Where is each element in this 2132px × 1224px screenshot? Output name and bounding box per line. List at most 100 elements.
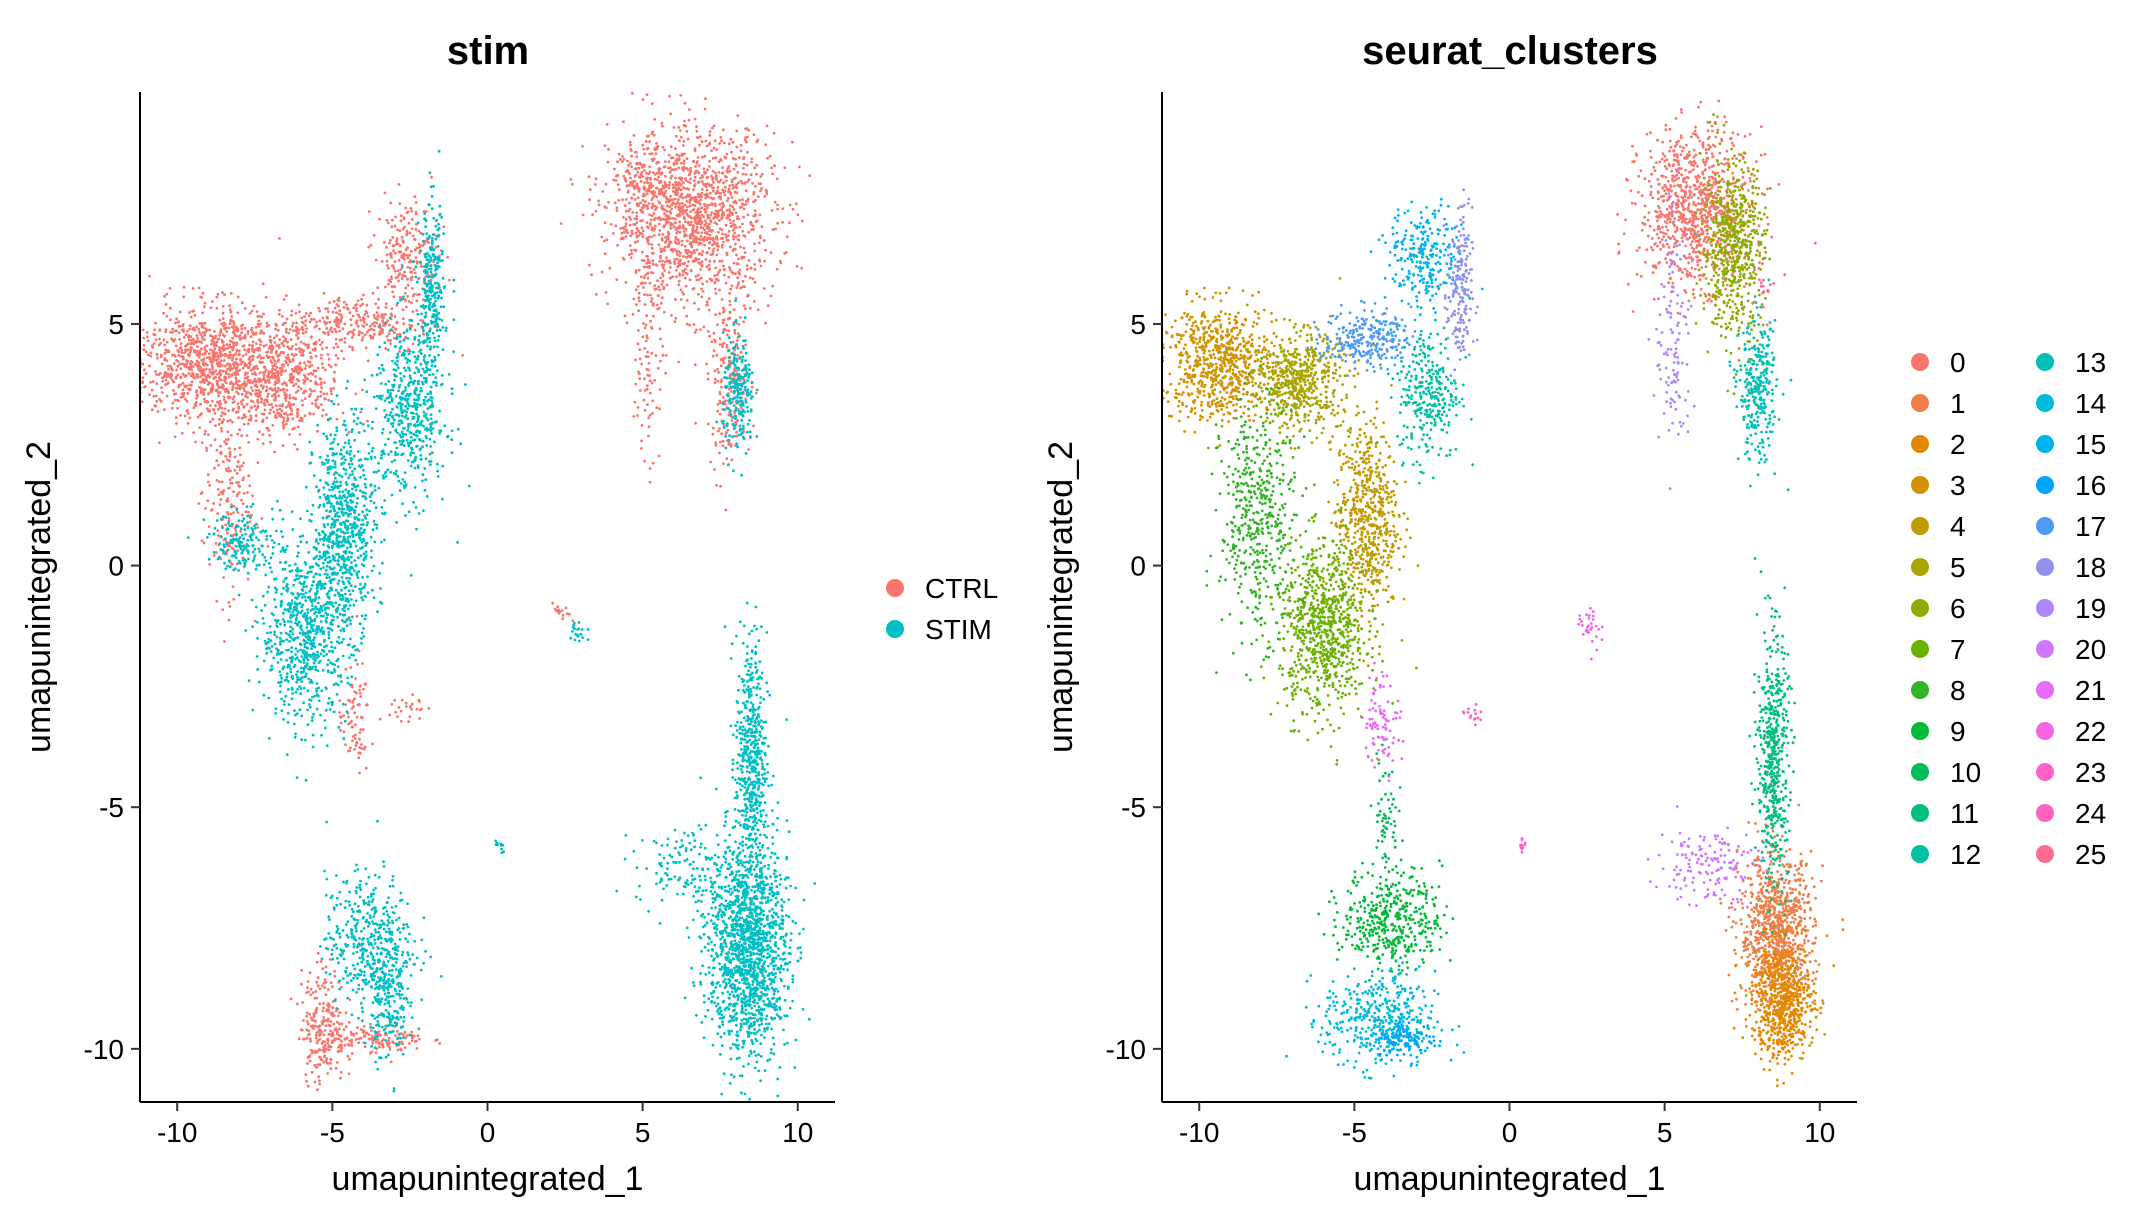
point-cluster-CTRL xyxy=(591,213,594,216)
point-cluster-CTRL xyxy=(285,331,288,334)
point-cluster-CTRL xyxy=(344,668,347,671)
point-cluster-CTRL xyxy=(682,144,685,147)
point-cluster-CTRL xyxy=(301,368,304,371)
point-cluster-STIM xyxy=(414,467,417,470)
point-cluster-CTRL xyxy=(309,412,312,415)
point-cluster-CTRL xyxy=(644,327,647,330)
point-cluster-STIM xyxy=(393,419,396,422)
point-cluster-CTRL xyxy=(653,228,656,231)
point-cluster-CTRL xyxy=(172,340,175,343)
point-cluster-CTRL xyxy=(411,276,414,279)
point-cluster-CTRL xyxy=(694,118,697,121)
point-cluster-CTRL xyxy=(720,358,723,361)
point-cluster-CTRL xyxy=(213,358,216,361)
point-cluster-CTRL xyxy=(154,404,157,407)
point-cluster-CTRL xyxy=(670,204,673,207)
point-cluster-CTRL xyxy=(177,350,180,353)
point-cluster-CTRL xyxy=(652,272,655,275)
point-cluster-CTRL xyxy=(316,430,319,433)
point-cluster-CTRL xyxy=(167,349,170,352)
point-cluster-CTRL xyxy=(335,323,338,326)
point-cluster-CTRL xyxy=(274,328,277,331)
point-cluster-CTRL xyxy=(722,128,725,131)
point-cluster-CTRL xyxy=(745,200,748,203)
point-cluster-CTRL xyxy=(209,444,212,447)
point-cluster-CTRL xyxy=(684,233,687,236)
point-cluster-CTRL xyxy=(338,330,341,333)
point-cluster-STIM xyxy=(371,421,374,424)
point-cluster-CTRL xyxy=(589,188,592,191)
point-cluster-CTRL xyxy=(225,470,228,473)
point-cluster-CTRL xyxy=(201,539,204,542)
point-cluster-CTRL xyxy=(302,392,305,395)
point-cluster-CTRL xyxy=(703,244,706,247)
point-cluster-CTRL xyxy=(670,314,673,317)
point-cluster-CTRL xyxy=(643,460,646,463)
point-cluster-CTRL xyxy=(621,198,624,201)
point-cluster-CTRL xyxy=(771,209,774,212)
point-cluster-CTRL xyxy=(242,479,245,482)
point-cluster-CTRL xyxy=(359,304,362,307)
point-cluster-CTRL xyxy=(377,315,380,318)
point-cluster-STIM xyxy=(451,387,454,390)
point-cluster-CTRL xyxy=(314,990,317,993)
point-cluster-CTRL xyxy=(276,366,279,369)
point-cluster-CTRL xyxy=(262,282,265,285)
point-cluster-STIM xyxy=(385,475,388,478)
point-cluster-CTRL xyxy=(153,328,156,331)
point-cluster-CTRL xyxy=(734,272,737,275)
point-cluster-CTRL xyxy=(195,391,198,394)
point-cluster-CTRL xyxy=(142,329,145,332)
point-cluster-CTRL xyxy=(638,348,641,351)
point-cluster-CTRL xyxy=(149,355,152,358)
point-cluster-CTRL xyxy=(249,520,252,523)
point-cluster-CTRL xyxy=(338,309,341,312)
point-cluster-CTRL xyxy=(175,317,178,320)
point-cluster-CTRL xyxy=(728,142,731,145)
point-cluster-CTRL xyxy=(742,280,745,283)
point-cluster-CTRL xyxy=(677,198,680,201)
point-cluster-CTRL xyxy=(402,322,405,325)
point-cluster-CTRL xyxy=(342,327,345,330)
point-cluster-CTRL xyxy=(643,169,646,172)
point-cluster-CTRL xyxy=(726,344,729,347)
point-cluster-CTRL xyxy=(653,284,656,287)
point-cluster-CTRL xyxy=(800,267,803,270)
point-cluster-CTRL xyxy=(724,356,727,359)
point-cluster-CTRL xyxy=(370,1029,373,1032)
point-cluster-CTRL xyxy=(448,279,451,282)
point-cluster-CTRL xyxy=(251,355,254,358)
point-cluster-CTRL xyxy=(747,213,750,216)
point-cluster-CTRL xyxy=(197,416,200,419)
point-cluster-CTRL xyxy=(406,266,409,269)
point-cluster-CTRL xyxy=(732,220,735,223)
point-cluster-CTRL xyxy=(362,325,365,328)
point-cluster-STIM xyxy=(381,432,384,435)
point-cluster-CTRL xyxy=(334,1038,337,1041)
point-cluster-STIM xyxy=(420,363,423,366)
point-cluster-STIM xyxy=(459,442,462,445)
point-cluster-CTRL xyxy=(616,209,619,212)
point-cluster-CTRL xyxy=(717,210,720,213)
point-cluster-STIM xyxy=(436,463,439,466)
point-cluster-CTRL xyxy=(646,176,649,179)
point-cluster-CTRL xyxy=(226,532,229,535)
point-cluster-CTRL xyxy=(651,412,654,415)
point-cluster-CTRL xyxy=(343,301,346,304)
point-cluster-CTRL xyxy=(654,218,657,221)
point-cluster-CTRL xyxy=(229,322,232,325)
point-cluster-CTRL xyxy=(410,210,413,213)
point-cluster-STIM xyxy=(387,380,390,383)
point-cluster-CTRL xyxy=(248,344,251,347)
point-cluster-CTRL xyxy=(776,208,779,211)
point-cluster-CTRL xyxy=(269,339,272,342)
point-cluster-CTRL xyxy=(296,370,299,373)
point-cluster-CTRL xyxy=(665,256,668,259)
point-cluster-STIM xyxy=(397,423,400,426)
point-cluster-CTRL xyxy=(321,347,324,350)
point-cluster-CTRL xyxy=(397,1049,400,1052)
point-cluster-CTRL xyxy=(671,168,674,171)
point-cluster-STIM xyxy=(403,427,406,430)
point-cluster-CTRL xyxy=(183,374,186,377)
point-cluster-CTRL xyxy=(250,400,253,403)
